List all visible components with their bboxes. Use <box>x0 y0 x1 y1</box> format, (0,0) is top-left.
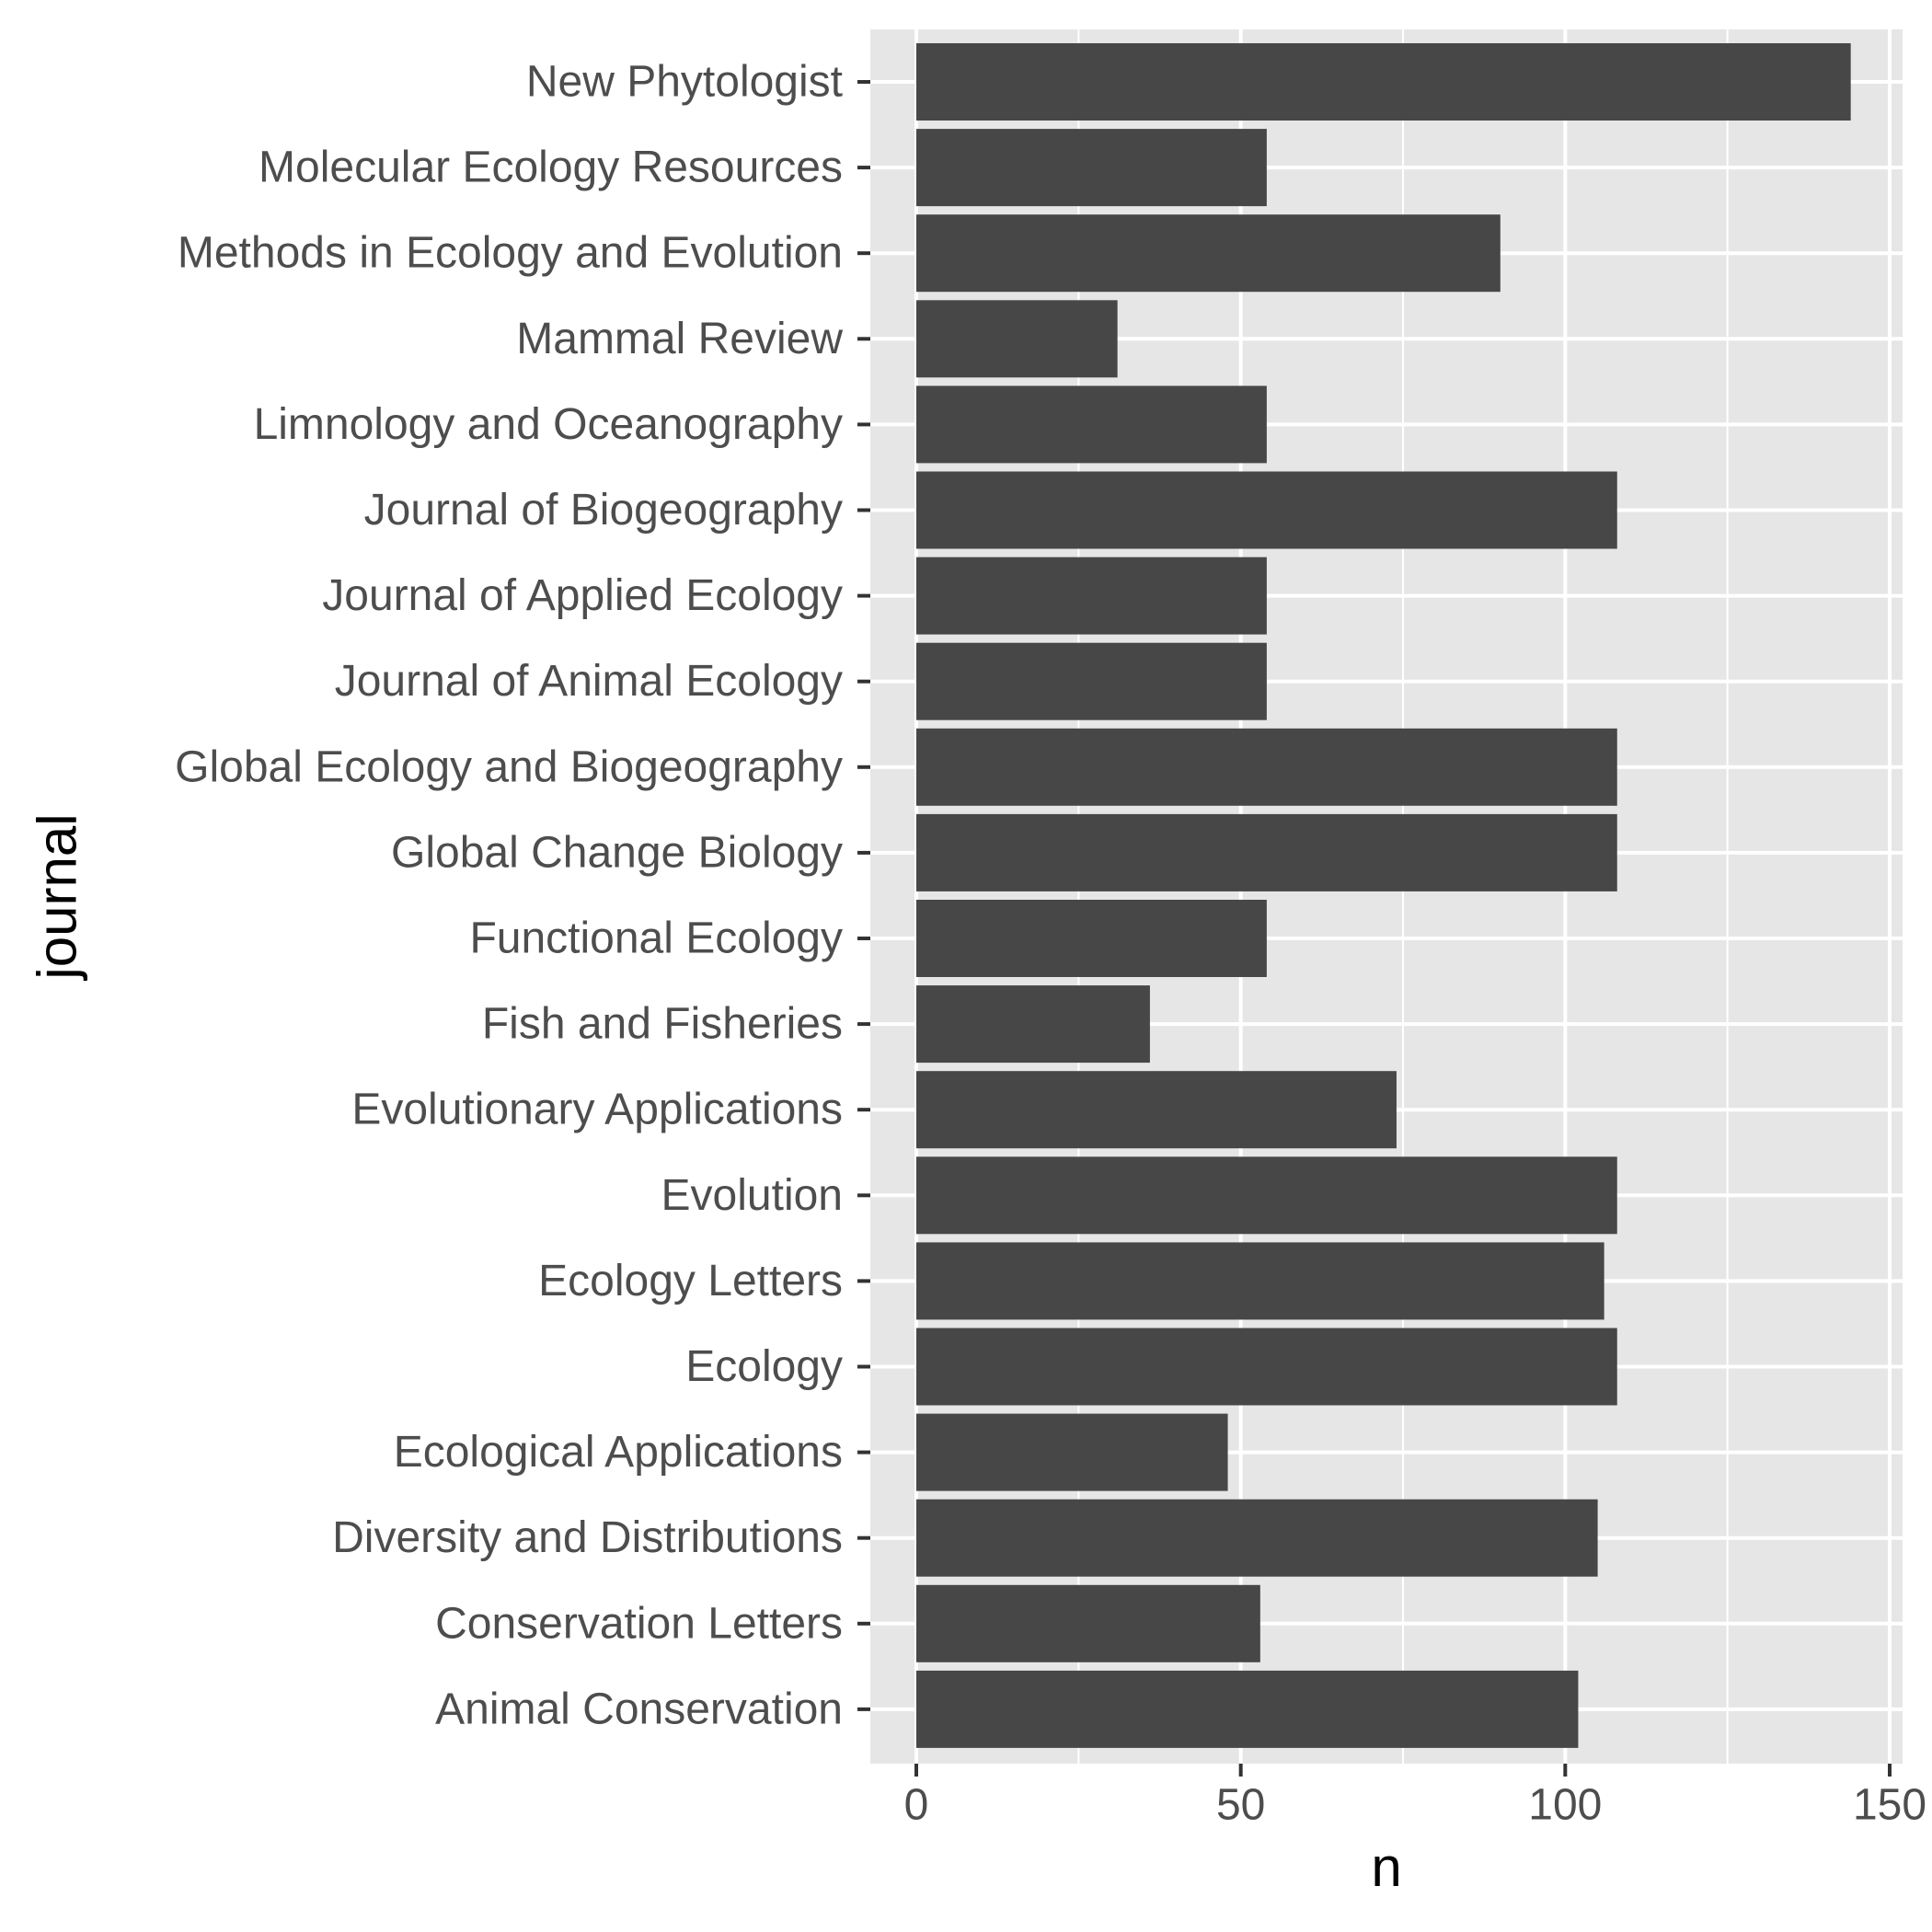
x-axis-title: n <box>1371 1836 1401 1898</box>
bar <box>916 1584 1260 1662</box>
bar <box>916 985 1150 1064</box>
y-tick-label: Journal of Applied Ecology <box>322 571 843 620</box>
y-tick-label: Evolution <box>661 1171 843 1220</box>
bar <box>916 300 1118 378</box>
bar <box>916 43 1851 121</box>
y-tick-label: Molecular Ecology Resources <box>259 144 843 192</box>
bars <box>916 43 1851 1748</box>
bar <box>916 557 1267 635</box>
bar <box>916 728 1617 806</box>
y-tick-label: New Phytologist <box>526 58 843 107</box>
y-tick-label: Diversity and Distributions <box>332 1513 843 1562</box>
y-axis: Animal Conservation Conservation Letters D… <box>175 58 870 1733</box>
y-tick-label: Methods in Ecology and Evolution <box>178 229 843 278</box>
bar <box>916 1413 1228 1491</box>
y-tick-label: Fish and Fisheries <box>482 1000 843 1049</box>
y-tick-label: Mammal Review <box>516 315 843 363</box>
bar <box>916 214 1501 293</box>
x-axis: 0 50 100 150 <box>904 1764 1926 1830</box>
bar <box>916 1156 1617 1235</box>
bar <box>916 1242 1604 1320</box>
bar <box>916 813 1617 891</box>
y-tick-label: Animal Conservation <box>435 1685 843 1733</box>
y-tick-label: Ecological Applications <box>394 1428 843 1477</box>
y-tick-label: Global Change Biology <box>391 828 843 877</box>
bar <box>916 129 1267 207</box>
y-tick-label: Journal of Animal Ecology <box>335 657 843 706</box>
bar <box>916 385 1267 464</box>
bar <box>916 900 1267 977</box>
x-tick-label: 50 <box>1216 1781 1265 1830</box>
x-tick-label: 0 <box>904 1781 929 1830</box>
bar <box>916 1499 1598 1577</box>
y-tick-label: Journal of Biogeography <box>364 486 843 535</box>
x-tick-label: 100 <box>1528 1781 1602 1830</box>
x-tick-label: 150 <box>1853 1781 1926 1830</box>
y-axis-title: journal <box>27 813 88 981</box>
y-tick-label: Ecology <box>685 1342 843 1391</box>
y-tick-label: Evolutionary Applications <box>351 1086 843 1134</box>
y-tick-label: Limnology and Oceanography <box>254 400 843 449</box>
bar <box>916 642 1267 720</box>
bar <box>916 1071 1397 1149</box>
y-tick-label: Ecology Letters <box>538 1257 843 1305</box>
bar <box>916 1328 1617 1406</box>
bar <box>916 471 1617 549</box>
y-tick-label: Conservation Letters <box>435 1599 843 1648</box>
bar <box>916 1670 1579 1748</box>
y-tick-label: Global Ecology and Biogeography <box>175 742 843 791</box>
y-tick-label: Functional Ecology <box>469 914 843 963</box>
